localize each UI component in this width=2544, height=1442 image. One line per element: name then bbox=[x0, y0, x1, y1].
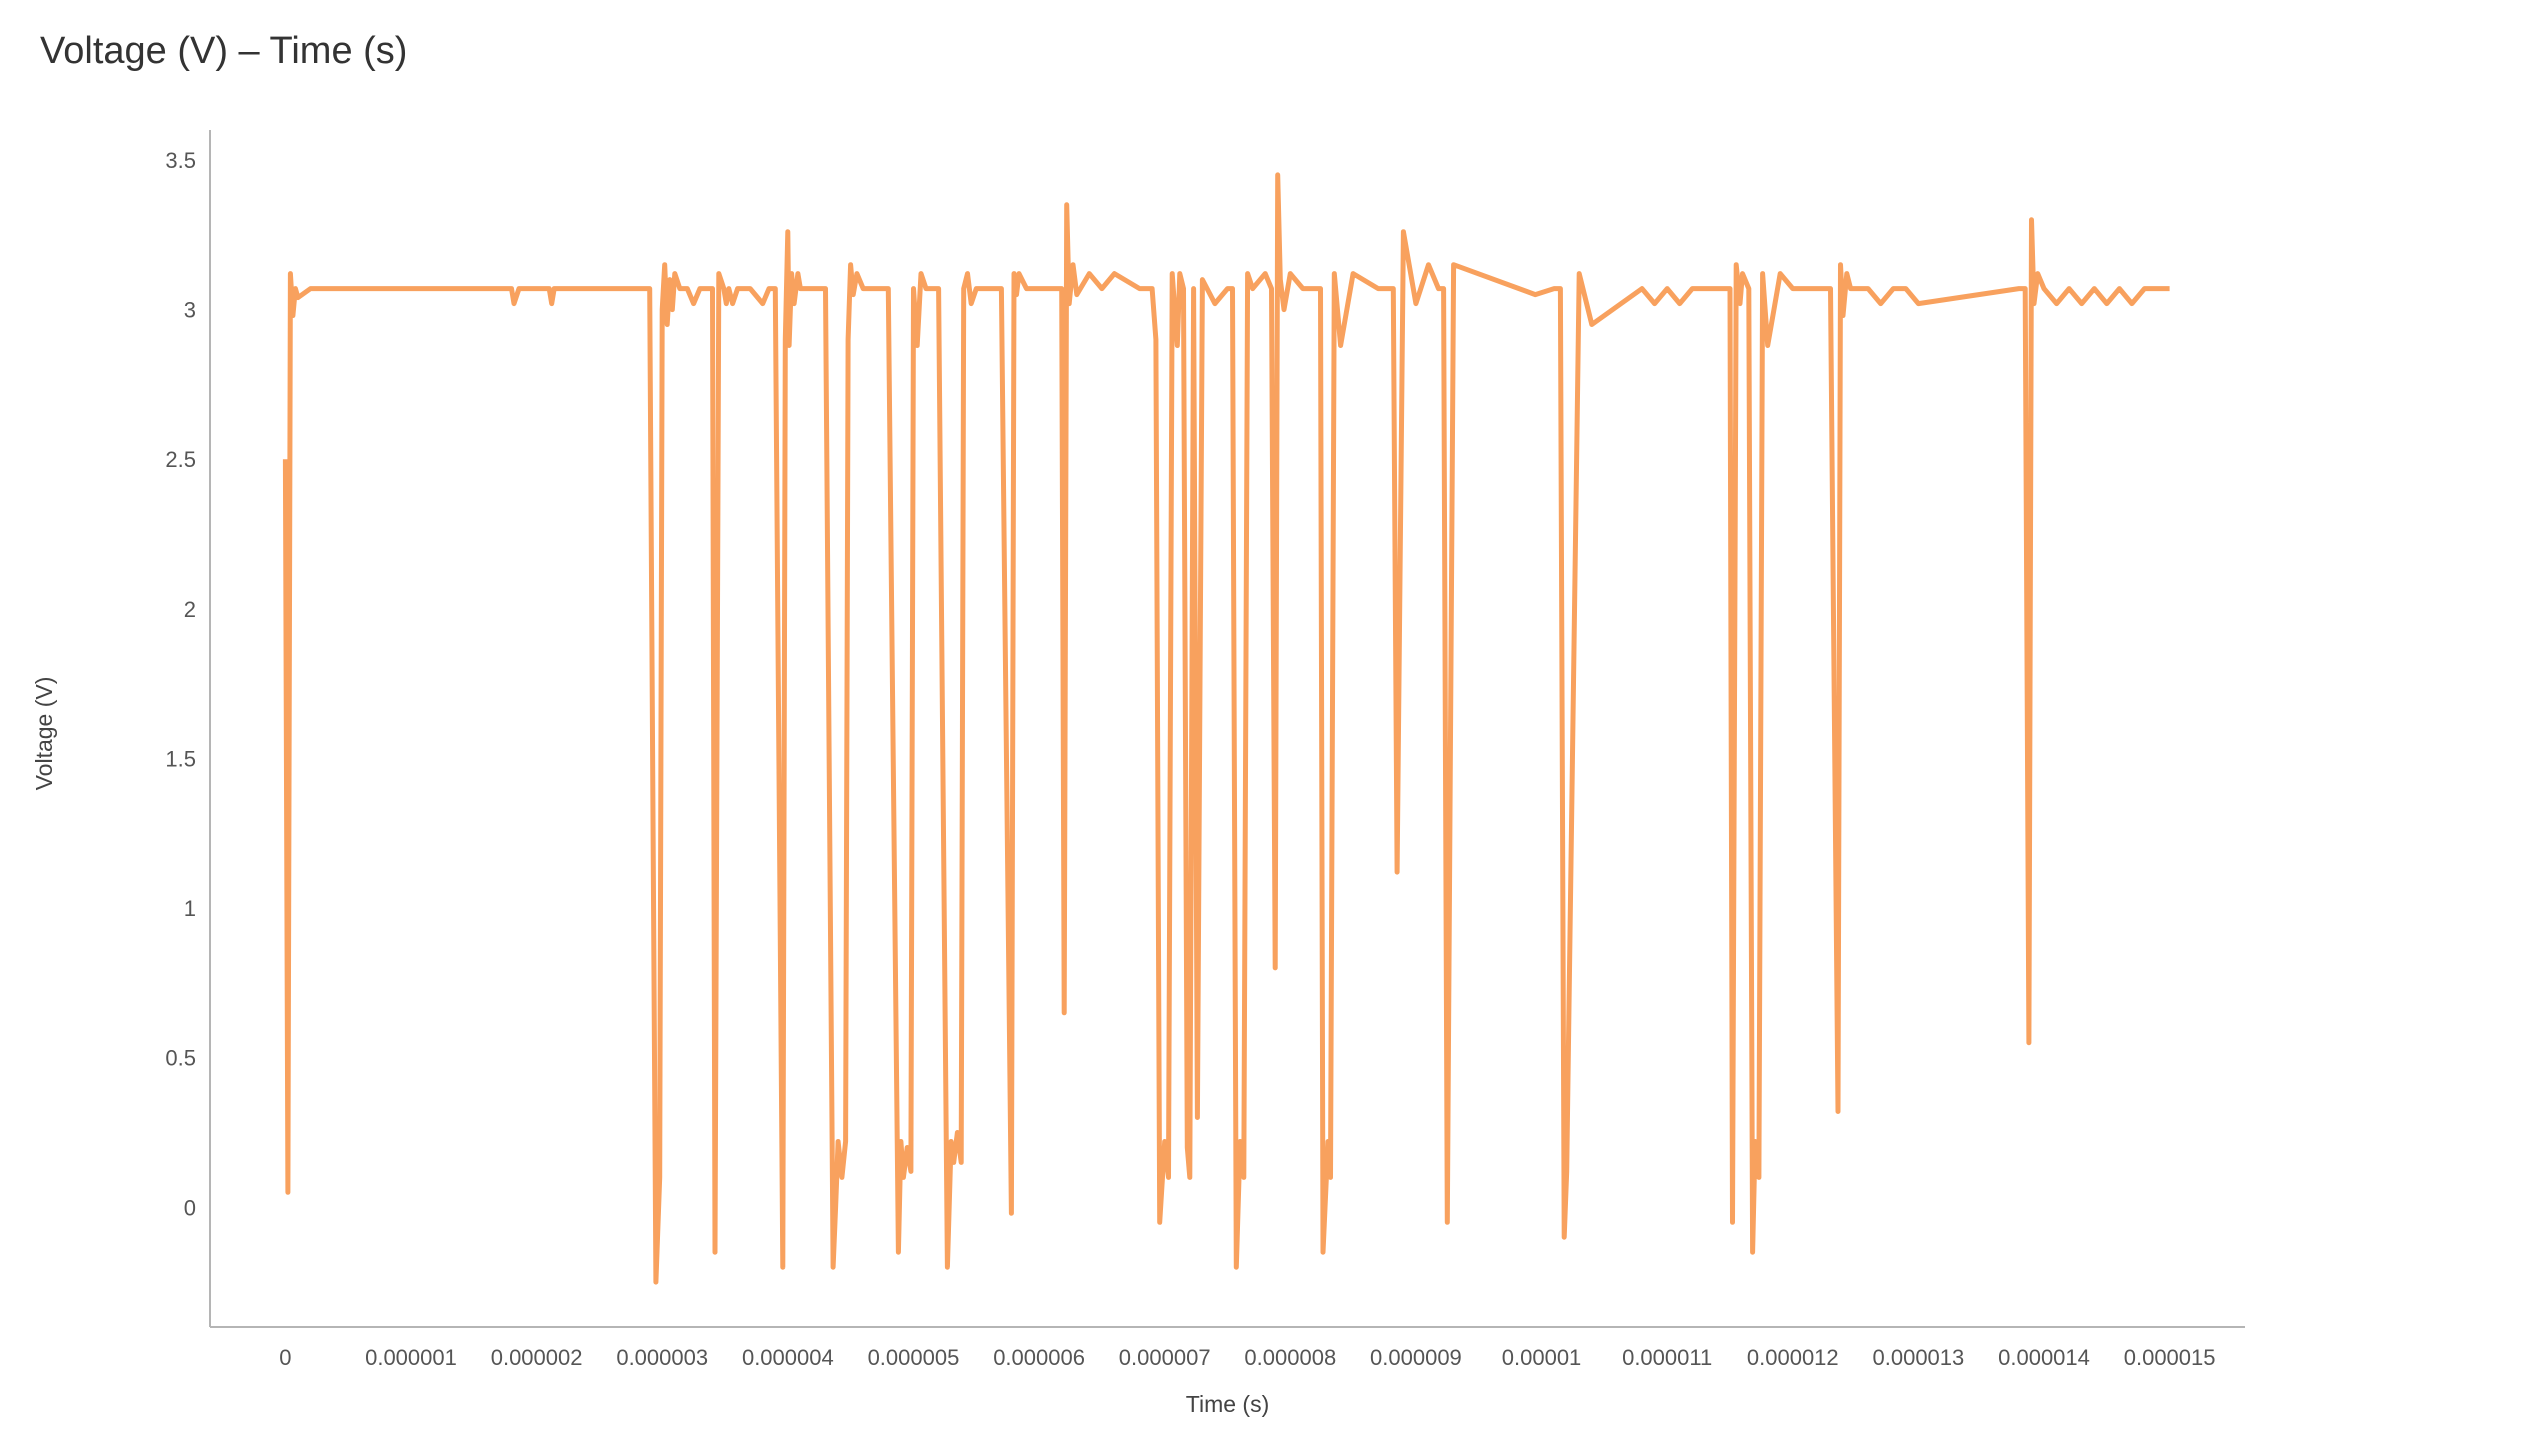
x-axis-label: Time (s) bbox=[1186, 1391, 1269, 1417]
x-tick-label: 0.000012 bbox=[1747, 1345, 1839, 1370]
x-tick-label: 0.000006 bbox=[993, 1345, 1085, 1370]
x-tick-label: 0 bbox=[279, 1345, 291, 1370]
x-tick-label: 0.00001 bbox=[1502, 1345, 1582, 1370]
y-tick-label: 3 bbox=[184, 298, 196, 323]
y-tick-label: 3.5 bbox=[165, 148, 196, 173]
x-tick-label: 0.000004 bbox=[742, 1345, 834, 1370]
x-tick-label: 0.000005 bbox=[868, 1345, 960, 1370]
x-tick-label: 0.000015 bbox=[2124, 1345, 2216, 1370]
x-tick-label: 0.000009 bbox=[1370, 1345, 1462, 1370]
y-axis-label: Voltage (V) bbox=[31, 677, 57, 791]
x-tick-label: 0.000003 bbox=[616, 1345, 708, 1370]
y-tick-label: 1 bbox=[184, 896, 196, 921]
y-tick-label: 2.5 bbox=[165, 447, 196, 472]
x-axis-ticks: 0 0.000001 0.000002 0.000003 0.000004 0.00000… bbox=[279, 1345, 2215, 1370]
y-axis-ticks: 0 0.5 1 1.5 2 2.5 3 3.5 bbox=[165, 148, 196, 1220]
x-tick-label: 0.000002 bbox=[491, 1345, 583, 1370]
x-tick-label: 0.000008 bbox=[1244, 1345, 1336, 1370]
y-tick-label: 2 bbox=[184, 597, 196, 622]
y-tick-label: 1.5 bbox=[165, 746, 196, 771]
series-group bbox=[282, 172, 2170, 1285]
x-tick-label: 0.000011 bbox=[1622, 1345, 1712, 1370]
x-tick-label: 0.000013 bbox=[1873, 1345, 1965, 1370]
y-tick-label: 0 bbox=[184, 1195, 196, 1220]
x-tick-label: 0.000001 bbox=[365, 1345, 457, 1370]
chart-title: Voltage (V) – Time (s) bbox=[40, 30, 408, 72]
x-tick-label: 0.000014 bbox=[1998, 1345, 2090, 1370]
x-tick-label: 0.000007 bbox=[1119, 1345, 1211, 1370]
y-tick-label: 0.5 bbox=[165, 1046, 196, 1071]
series-line bbox=[282, 172, 2170, 1285]
chart-axes bbox=[209, 130, 2245, 1328]
